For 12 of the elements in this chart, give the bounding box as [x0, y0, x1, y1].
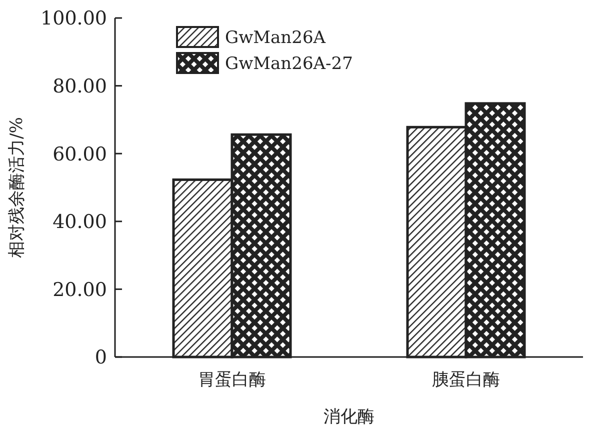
y-tick-label: 80.00 — [52, 75, 107, 98]
y-tick-label: 60.00 — [52, 143, 107, 166]
legend-label: GwMan26A-27 — [225, 54, 353, 74]
legend-label: GwMan26A — [225, 28, 326, 48]
x-axis-title: 消化酶 — [324, 407, 374, 427]
y-tick-label: 100.00 — [40, 8, 107, 30]
x-tick-label: 胰蛋白酶 — [432, 370, 500, 390]
y-tick-label: 20.00 — [52, 278, 107, 301]
x-tick-label: 胃蛋白酶 — [198, 370, 266, 390]
y-tick-label: 0 — [94, 346, 107, 369]
y-axis-title: 相对残余酶活力/% — [7, 117, 27, 258]
y-tick-label: 40.00 — [52, 211, 107, 234]
